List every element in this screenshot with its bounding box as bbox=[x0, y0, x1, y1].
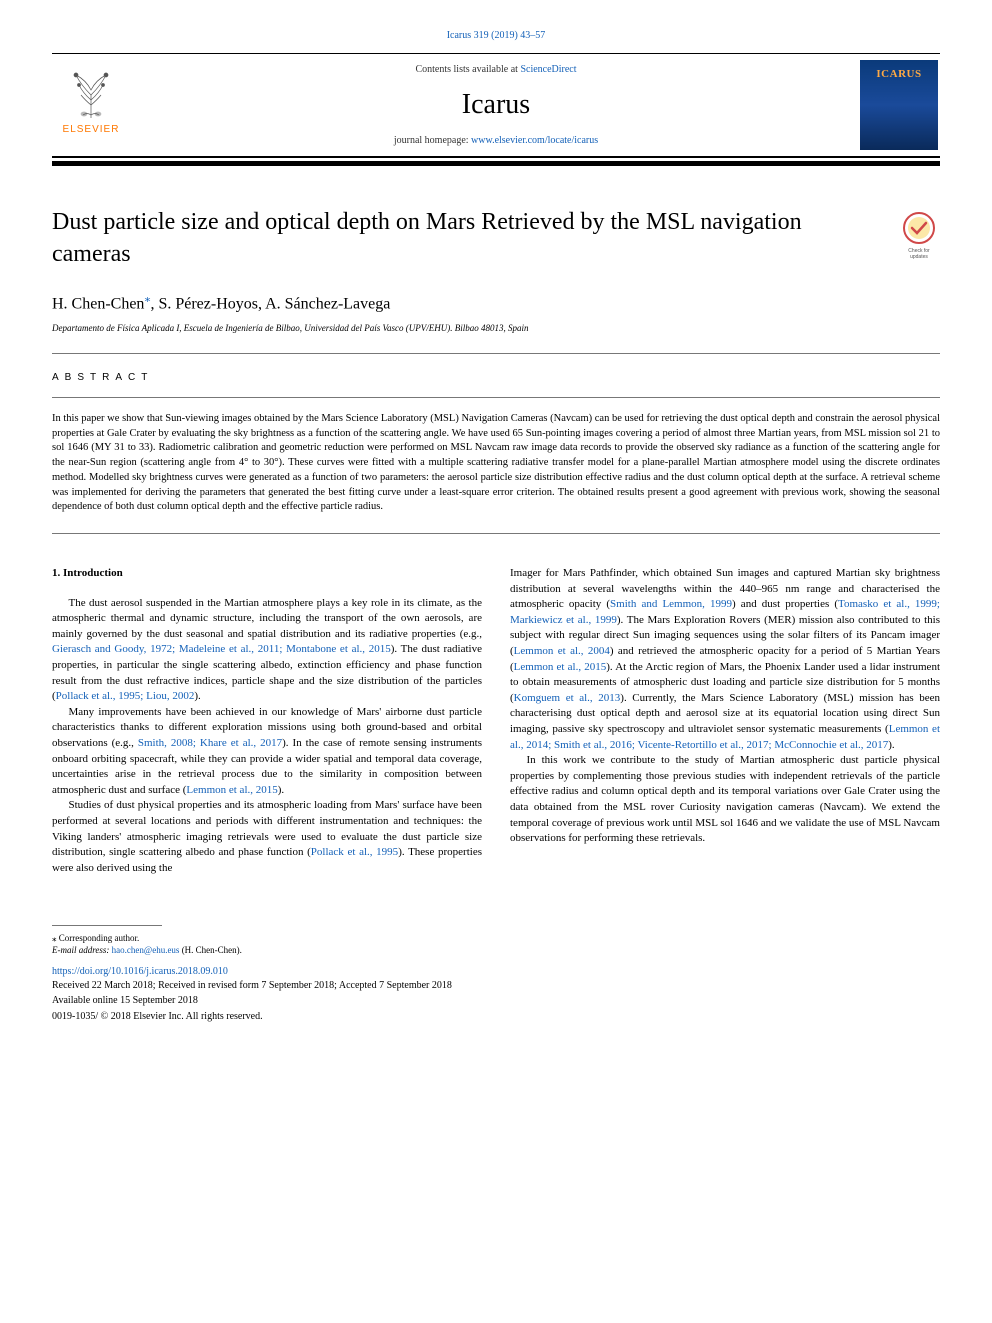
check-updates-icon[interactable]: Check for updates bbox=[898, 210, 940, 262]
journal-homepage-line: journal homepage: www.elsevier.com/locat… bbox=[142, 135, 850, 146]
issue-link[interactable]: Icarus 319 (2019) 43–57 bbox=[52, 30, 940, 41]
elsevier-label: ELSEVIER bbox=[63, 124, 120, 135]
citation-link[interactable]: Lemmon et al., 2015 bbox=[186, 784, 277, 796]
citation-link[interactable]: Pollack et al., 1995 bbox=[311, 846, 398, 858]
citation-link[interactable]: Pollack et al., 1995; Liou, 2002 bbox=[56, 690, 195, 702]
journal-cover-thumbnail[interactable]: ICARUS bbox=[860, 60, 938, 150]
corresponding-author-footnote: ⁎ Corresponding author. bbox=[52, 932, 940, 944]
copyright-line: 0019-1035/ © 2018 Elsevier Inc. All righ… bbox=[52, 1010, 940, 1024]
section-heading-intro: 1. Introduction bbox=[52, 566, 482, 582]
cover-thumb-container: ICARUS bbox=[850, 54, 940, 156]
title-row: Dust particle size and optical depth on … bbox=[52, 206, 940, 271]
sciencedirect-link[interactable]: ScienceDirect bbox=[520, 64, 576, 75]
citation-link[interactable]: Smith and Lemmon, 1999 bbox=[610, 598, 732, 610]
article-history: Received 22 March 2018; Received in revi… bbox=[52, 979, 940, 993]
paragraph: Imager for Mars Pathfinder, which obtain… bbox=[510, 566, 940, 753]
masthead: ELSEVIER Contents lists available at Sci… bbox=[52, 53, 940, 158]
author-affiliation: Departamento de Física Aplicada I, Escue… bbox=[52, 323, 940, 333]
masthead-center: Contents lists available at ScienceDirec… bbox=[142, 54, 850, 156]
paragraph: In this work we contribute to the study … bbox=[510, 753, 940, 847]
journal-homepage-link[interactable]: www.elsevier.com/locate/icarus bbox=[471, 135, 598, 146]
paragraph: Many improvements have been achieved in … bbox=[52, 705, 482, 799]
rule-below-abstract bbox=[52, 533, 940, 534]
body-columns: 1. Introduction The dust aerosol suspend… bbox=[52, 566, 940, 877]
right-column: Imager for Mars Pathfinder, which obtain… bbox=[510, 566, 940, 877]
available-online: Available online 15 September 2018 bbox=[52, 994, 940, 1008]
journal-name: Icarus bbox=[142, 89, 850, 121]
paragraph: Studies of dust physical properties and … bbox=[52, 798, 482, 876]
elsevier-logo[interactable]: ELSEVIER bbox=[52, 60, 130, 150]
article-title: Dust particle size and optical depth on … bbox=[52, 206, 858, 271]
footnote-rule bbox=[52, 925, 162, 926]
masthead-rule bbox=[52, 161, 940, 166]
elsevier-tree-icon bbox=[61, 60, 121, 120]
email-footnote: E-mail address: hao.chen@ehu.eus (H. Che… bbox=[52, 944, 940, 956]
svg-text:updates: updates bbox=[910, 254, 928, 260]
paragraph: The dust aerosol suspended in the Martia… bbox=[52, 596, 482, 705]
author-email-link[interactable]: hao.chen@ehu.eus bbox=[112, 945, 180, 955]
citation-link[interactable]: Smith, 2008; Khare et al., 2017 bbox=[138, 737, 282, 749]
doi-link[interactable]: https://doi.org/10.1016/j.icarus.2018.09… bbox=[52, 966, 940, 977]
citation-link[interactable]: Lemmon et al., 2004 bbox=[514, 645, 610, 657]
contents-lists-line: Contents lists available at ScienceDirec… bbox=[142, 64, 850, 75]
publisher-logo-container: ELSEVIER bbox=[52, 54, 142, 156]
author-list: H. Chen-Chen⁎, S. Pérez-Hoyos, A. Sánche… bbox=[52, 291, 940, 313]
abstract-text: In this paper we show that Sun-viewing i… bbox=[52, 412, 940, 515]
citation-link[interactable]: Gierasch and Goody, 1972; Madeleine et a… bbox=[52, 643, 391, 655]
cover-title: ICARUS bbox=[876, 68, 921, 80]
citation-link[interactable]: Komguem et al., 2013 bbox=[514, 692, 621, 704]
left-column: 1. Introduction The dust aerosol suspend… bbox=[52, 566, 482, 877]
citation-link[interactable]: Lemmon et al., 2015 bbox=[514, 661, 607, 673]
rule-above-abstract bbox=[52, 353, 940, 354]
abstract-heading: ABSTRACT bbox=[52, 372, 940, 383]
